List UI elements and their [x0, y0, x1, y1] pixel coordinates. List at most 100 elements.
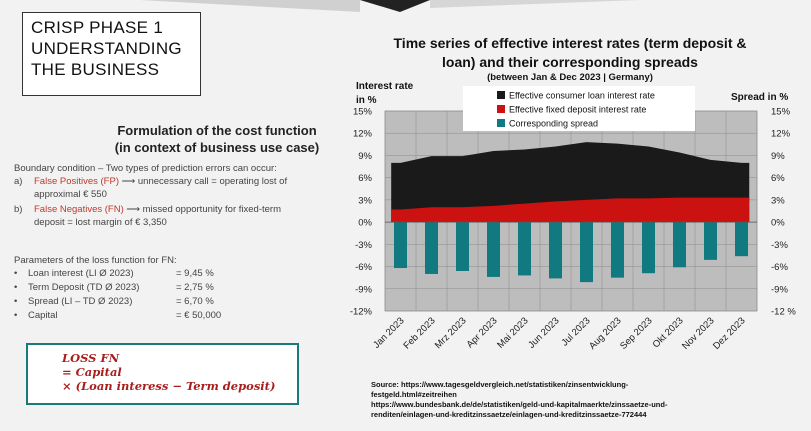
spread-bar — [610, 222, 625, 278]
spread-bar — [455, 222, 470, 271]
param-row: • Spread (LI – TD Ø 2023) = 6,70 % — [14, 296, 214, 307]
param-name: Term Deposit (TD Ø 2023) — [28, 282, 140, 293]
loss-formula-line-1: LOSS FN — [62, 351, 120, 365]
param-value: = € 50,000 — [176, 310, 222, 321]
source-note: Source: https://www.tagesgeldvergleich.n… — [371, 380, 791, 420]
bullet-icon: • — [14, 282, 18, 293]
bullet-icon: • — [14, 296, 18, 307]
slide-title-line-3: THE BUSINESS — [31, 60, 160, 79]
chart-subtitle: (between Jan & Dec 2023 | Germany) — [487, 72, 653, 83]
y-tick-label-right: 6% — [771, 173, 785, 184]
x-tick-label: Mrz 2023 — [433, 315, 469, 351]
spread-bar — [641, 222, 656, 274]
case-b-rest: ⟶ missed opportunity for fixed-term — [123, 204, 281, 215]
spread-bar — [703, 222, 718, 260]
y-tick-label-right: -3% — [771, 240, 788, 251]
x-tick-label: Feb 2023 — [401, 315, 437, 351]
y-tick-label-left: 3% — [358, 195, 372, 206]
slide-title-line-1: CRISP PHASE 1 — [31, 18, 164, 37]
case-a-continuation: approximal € 550 — [34, 189, 107, 200]
param-row: • Term Deposit (TD Ø 2023) = 2,75 % — [14, 282, 214, 293]
case-b-line: b) False Negatives (FN) ⟶ missed opportun… — [14, 204, 281, 215]
param-row: • Capital = € 50,000 — [14, 310, 221, 321]
chart-title-line-1: Time series of effective interest rates … — [393, 35, 747, 51]
case-a-term: False Positives (FP) — [34, 176, 119, 187]
spread-bar — [672, 222, 687, 268]
spread-bar — [579, 222, 594, 283]
spread-bar — [424, 222, 439, 274]
source-line-1: Source: https://www.tagesgeldvergleich.n… — [371, 380, 629, 389]
y-tick-label-right: 3% — [771, 195, 785, 206]
y-axis-left-label-line-2: in % — [356, 95, 377, 106]
param-name: Spread (LI – TD Ø 2023) — [28, 296, 133, 307]
y-tick-label-right: 9% — [771, 151, 785, 162]
y-tick-label-right: -12 % — [771, 307, 796, 318]
legend-swatch — [497, 105, 505, 113]
y-tick-label-left: 0% — [358, 218, 372, 229]
spread-bar — [517, 222, 532, 276]
spread-bar — [393, 222, 408, 269]
legend-label: Effective consumer loan interest rate — [509, 91, 655, 101]
y-tick-label-left: 6% — [358, 173, 372, 184]
x-tick-label: Jan 2023 — [371, 315, 406, 350]
top-decoration — [140, 0, 640, 12]
x-tick-label: Jun 2023 — [526, 315, 561, 350]
param-value: = 9,45 % — [176, 268, 214, 279]
slide-title-box: CRISP PHASE 1 UNDERSTANDING THE BUSINESS — [22, 12, 201, 96]
spread-bar — [734, 222, 749, 257]
x-tick-label: Dez 2023 — [711, 315, 748, 352]
y-tick-label-right: -9% — [771, 284, 788, 295]
param-row: • Loan interest (LI Ø 2023) = 9,45 % — [14, 268, 214, 279]
y-tick-label-left: -9% — [355, 284, 372, 295]
y-tick-label-right: -6% — [771, 262, 788, 273]
y-tick-label-right: 12% — [771, 129, 791, 140]
y-tick-label-left: -6% — [355, 262, 372, 273]
y-tick-label-left: -3% — [355, 240, 372, 251]
source-line-3: https://www.bundesbank.de/de/statistiken… — [371, 400, 668, 409]
legend-label: Corresponding spread — [509, 119, 598, 129]
slide-title-line-2: UNDERSTANDING — [31, 39, 182, 58]
param-name: Capital — [28, 310, 58, 321]
x-tick-label: Sep 2023 — [618, 315, 655, 352]
boundary-intro: Boundary condition – Two types of predic… — [14, 163, 277, 174]
y-tick-label-left: -12% — [350, 307, 373, 318]
spread-bar — [486, 222, 501, 277]
x-tick-label: Apr 2023 — [465, 315, 500, 350]
case-b-continuation: deposit = lost margin of € 3,350 — [34, 217, 167, 228]
y-axis-right-label: Spread in % — [731, 92, 789, 103]
case-a-line: a) False Positives (FP) ⟶ unnecessary cal… — [14, 176, 287, 187]
y-tick-label-left: 15% — [353, 107, 373, 118]
case-b-marker: b) — [14, 204, 23, 215]
params-title: Parameters of the loss function for FN: — [14, 255, 177, 266]
cost-function-heading-line-2: (in context of business use case) — [114, 140, 320, 155]
case-a-rest: ⟶ unnecessary call = operating lost of — [119, 176, 288, 187]
y-tick-label-left: 12% — [353, 129, 373, 140]
y-tick-label-right: 15% — [771, 107, 791, 118]
deposit-rate-area — [391, 197, 750, 223]
param-name: Loan interest (LI Ø 2023) — [28, 268, 134, 279]
param-value: = 6,70 % — [176, 296, 214, 307]
case-a-marker: a) — [14, 176, 23, 187]
spread-bar — [548, 222, 563, 279]
y-tick-label-right: 0% — [771, 218, 785, 229]
chart-title-line-2: loan) and their corresponding spreads — [442, 54, 698, 70]
cost-function-heading: Formulation of the cost function (in con… — [112, 122, 322, 156]
x-tick-label: Mai 2023 — [495, 315, 530, 350]
x-tick-label: Aug 2023 — [587, 315, 624, 352]
bullet-icon: • — [14, 310, 18, 321]
loss-formula-box: LOSS FN = Capital × (Loan interess − Ter… — [26, 343, 299, 405]
source-line-4: renditen/einlagen-und-kreditzinssaetze/e… — [371, 410, 647, 419]
legend-swatch — [497, 119, 505, 127]
case-b-term: False Negatives (FN) — [34, 204, 124, 215]
param-value: = 2,75 % — [176, 282, 214, 293]
loss-formula-line-2: = Capital — [62, 365, 122, 379]
x-tick-label: Nov 2023 — [680, 315, 717, 352]
loss-formula-line-3: × (Loan interess − Term deposit) — [62, 379, 276, 393]
y-axis-left-label-line-1: Interest rate — [356, 81, 414, 92]
legend-swatch — [497, 91, 505, 99]
source-line-2: festgeld.html#zeitreihen — [371, 390, 457, 399]
y-tick-label-left: 9% — [358, 151, 372, 162]
chart-title: Time series of effective interest rates … — [360, 34, 780, 72]
cost-function-heading-line-1: Formulation of the cost function — [117, 123, 317, 138]
